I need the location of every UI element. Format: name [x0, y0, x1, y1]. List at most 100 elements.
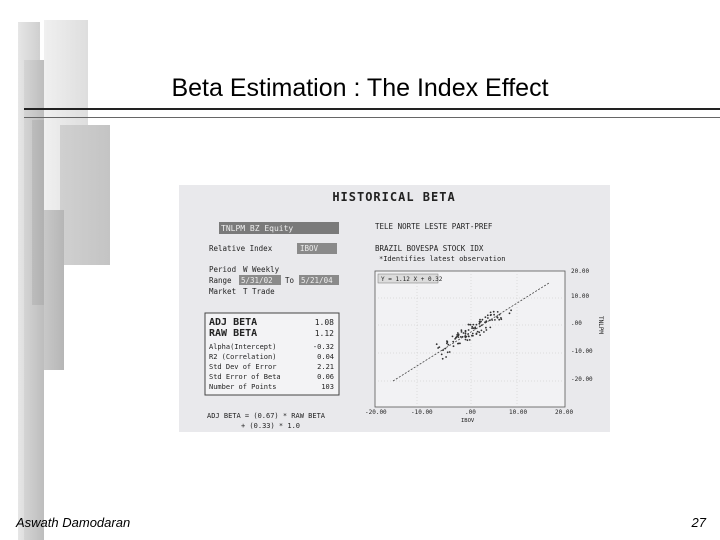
- scatter-point: [457, 334, 460, 337]
- x-tick-label: -10.00: [411, 409, 433, 416]
- scatter-point: [468, 323, 470, 326]
- scatter-point: [472, 334, 474, 337]
- scatter-point: [508, 312, 511, 315]
- scatter-point: [472, 323, 475, 326]
- scatter-plot-frame: [374, 270, 566, 408]
- scatter-point: [451, 335, 454, 338]
- scatter-point: [510, 309, 512, 312]
- market-value: T Trade: [243, 287, 275, 296]
- scatter-point: [446, 351, 449, 354]
- index-name: BRAZIL BOVESPA STOCK IDX: [375, 244, 484, 253]
- scatter-point: [474, 327, 477, 330]
- decor-bar-6: [44, 210, 64, 370]
- page-number: 27: [691, 515, 706, 530]
- scatter-point: [489, 326, 492, 329]
- stat-value: 1.08: [315, 318, 334, 327]
- scatter-point: [485, 329, 488, 331]
- range-to: 5/21/04: [301, 276, 333, 285]
- scatter-point: [500, 318, 503, 321]
- scatter-point: [472, 327, 475, 330]
- scatter-points: [435, 309, 512, 360]
- scatter-point: [498, 318, 501, 321]
- scatter-point: [496, 316, 499, 319]
- ticker-field: TNLPM BZ Equity: [221, 224, 293, 233]
- x-tick-label: 20.00: [555, 409, 573, 416]
- scatter-point: [492, 310, 495, 313]
- scatter-point: [489, 311, 492, 314]
- scatter-point: [441, 357, 444, 360]
- scatter-point: [435, 343, 438, 346]
- scatter-point: [452, 340, 455, 343]
- scatter-point: [487, 317, 489, 319]
- scatter-point: [464, 338, 467, 341]
- scatter-point: [478, 322, 481, 325]
- beta-stats: ADJ BETA 1.08 RAW BETA 1.12 Alpha(Intercept)…: [209, 317, 334, 391]
- scatter-point: [460, 331, 463, 333]
- scatter-point: [485, 326, 487, 329]
- historical-beta-screenshot: HISTORICAL BETA TNLPM BZ Equity Relative…: [179, 185, 610, 432]
- scatter-point: [452, 345, 455, 348]
- stat-value: 103: [321, 383, 334, 391]
- scatter-point: [467, 329, 470, 331]
- screen-heading: HISTORICAL BETA: [332, 190, 455, 204]
- scatter-point: [459, 336, 462, 338]
- scatter-point: [458, 342, 460, 345]
- scatter-point: [491, 319, 494, 321]
- scatter-point: [479, 334, 481, 336]
- scatter-point: [486, 314, 489, 317]
- y-tick-label: 20.00: [571, 268, 589, 275]
- scatter-point: [440, 353, 443, 356]
- formula-line2: + (0.33) * 1.0: [241, 422, 300, 430]
- stat-value: -0.32: [313, 343, 334, 351]
- market-label: Market: [209, 287, 236, 296]
- stat-value: 1.12: [315, 329, 334, 338]
- scatter-point: [484, 316, 487, 319]
- x-tick-label: .00: [465, 409, 476, 416]
- scatter-point: [437, 347, 439, 349]
- scatter-point: [456, 332, 459, 334]
- scatter-point: [471, 325, 474, 328]
- stat-label: Std Error of Beta: [209, 373, 281, 381]
- scatter-point: [455, 336, 458, 339]
- scatter-point: [478, 331, 481, 334]
- scatter-point: [446, 340, 449, 343]
- scatter-point: [446, 342, 448, 345]
- period-value: W Weekly: [243, 265, 280, 274]
- relative-index-value: IBOV: [300, 244, 319, 253]
- scatter-point: [466, 339, 469, 342]
- scatter-point: [448, 351, 451, 353]
- title-rule-thick: [24, 108, 720, 110]
- period-label: Period: [209, 265, 236, 274]
- y-axis-label: TNLPM: [597, 316, 604, 334]
- scatter-point: [468, 335, 470, 338]
- stat-label: Number of Points: [209, 383, 276, 391]
- stat-label: Std Dev of Error: [209, 363, 276, 371]
- scatter-point: [462, 332, 465, 334]
- x-axis-label: IBOV: [461, 418, 475, 424]
- stat-label: R2 (Correlation): [209, 353, 276, 361]
- stat-value: 0.06: [317, 373, 334, 381]
- scatter-point: [464, 331, 467, 333]
- scatter-point: [485, 320, 488, 323]
- stat-value: 2.21: [317, 363, 334, 371]
- y-tick-labels: 20.00 10.00 .00 -10.00 -20.00: [571, 268, 593, 383]
- scatter-point: [494, 319, 496, 321]
- y-tick-label: -10.00: [571, 348, 593, 355]
- scatter-point: [468, 339, 471, 341]
- scatter-point: [479, 318, 481, 321]
- stat-label: Alpha(Intercept): [209, 343, 276, 351]
- regression-legend: Y = 1.12 X + 0.32: [381, 276, 443, 283]
- x-tick-labels: -20.00 -10.00 .00 10.00 20.00: [365, 409, 573, 416]
- scatter-point: [480, 329, 483, 332]
- scatter-point: [471, 327, 473, 330]
- company-name: TELE NORTE LESTE PART-PREF: [375, 222, 493, 231]
- stat-label: RAW BETA: [209, 328, 257, 339]
- latest-observation-note: *Identifies latest observation: [379, 255, 505, 263]
- footer-author: Aswath Damodaran: [16, 515, 131, 530]
- scatter-point: [493, 313, 495, 316]
- decor-bar-5: [60, 125, 110, 265]
- formula-line1: ADJ BETA = (0.67) * RAW BETA: [207, 412, 326, 420]
- y-tick-label: 10.00: [571, 293, 589, 300]
- x-tick-label: 10.00: [509, 409, 527, 416]
- scatter-point: [481, 318, 484, 321]
